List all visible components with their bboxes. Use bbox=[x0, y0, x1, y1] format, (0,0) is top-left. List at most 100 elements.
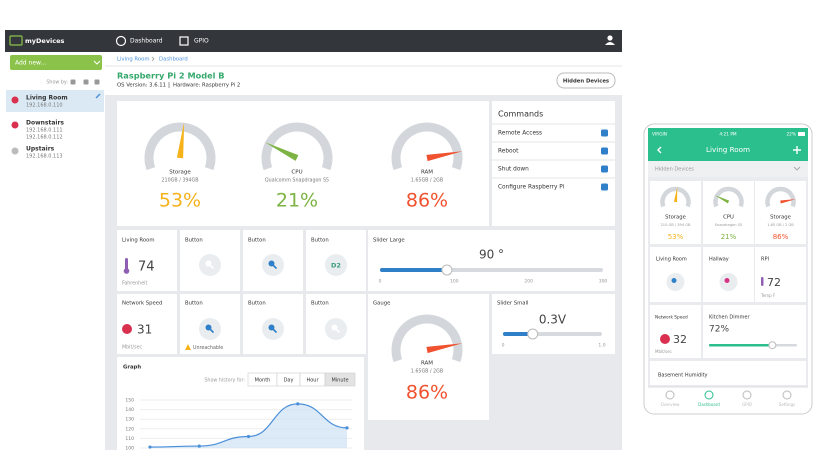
commands-title: Commands bbox=[498, 110, 543, 119]
y-tick-label: 140 bbox=[125, 407, 134, 413]
show-by-icon[interactable] bbox=[70, 79, 76, 85]
tile-value: 72 bbox=[767, 276, 781, 289]
tab-label[interactable]: GPIO bbox=[742, 402, 752, 407]
command-item[interactable]: Remote Access bbox=[498, 131, 542, 137]
device-ip: 192.168.0.111 bbox=[26, 128, 63, 134]
gauge-needle bbox=[426, 151, 463, 162]
dashboard-icon bbox=[115, 35, 127, 47]
nav-tab[interactable]: Dashboard bbox=[130, 38, 163, 45]
tab-icon[interactable] bbox=[782, 390, 792, 400]
range-tab[interactable] bbox=[324, 372, 356, 387]
gauge-label: CPU bbox=[723, 215, 734, 221]
gauge-detail: Qualcomm Snapdragon S5 bbox=[265, 178, 329, 184]
widget-title: Slider Small bbox=[497, 301, 529, 307]
brand-logo bbox=[9, 35, 23, 46]
phone-header bbox=[648, 128, 808, 161]
mobile-tile bbox=[650, 361, 806, 385]
tab-icon[interactable] bbox=[742, 390, 752, 400]
gauge-detail: 1.65 GB / 2 GB bbox=[767, 223, 794, 227]
hidden-label[interactable]: Hidden Devices bbox=[655, 167, 694, 173]
show-by-icon[interactable] bbox=[94, 79, 100, 85]
button-circle[interactable] bbox=[325, 254, 347, 276]
device-name[interactable]: Living Room bbox=[26, 95, 68, 102]
widget-title: Button bbox=[311, 238, 329, 244]
slider-large-card bbox=[368, 230, 615, 291]
slider-tick-label: 0 bbox=[379, 279, 382, 285]
add-new-label: Add new... bbox=[15, 60, 46, 67]
graph-line bbox=[149, 403, 348, 448]
dimmer-fill bbox=[709, 344, 773, 347]
slider-thumb[interactable] bbox=[527, 328, 539, 340]
thermometer-icon bbox=[125, 258, 128, 270]
tile-value: 32 bbox=[673, 333, 687, 346]
range-tab-label: Day bbox=[284, 378, 294, 384]
button-badge: D2 bbox=[331, 262, 341, 270]
command-icon[interactable] bbox=[601, 183, 608, 191]
show-by-icon[interactable] bbox=[83, 79, 89, 85]
tile-button-icon bbox=[671, 278, 677, 283]
slider-value: 0.3V bbox=[539, 313, 567, 327]
user-icon-head[interactable] bbox=[607, 35, 613, 41]
gauge-needle bbox=[780, 199, 796, 204]
add-new-button[interactable] bbox=[10, 55, 102, 70]
tab-label[interactable]: Dashboard bbox=[698, 402, 720, 407]
hidden-devices-label: Hidden Devices bbox=[563, 79, 609, 85]
brand: myDevices bbox=[25, 37, 65, 45]
command-icon[interactable] bbox=[601, 129, 608, 137]
gauge-needle bbox=[176, 122, 185, 159]
tab-label[interactable]: Overview bbox=[661, 402, 681, 407]
device-name[interactable]: Downstairs bbox=[26, 120, 64, 127]
command-item[interactable]: Configure Raspberry Pi bbox=[498, 185, 565, 191]
gauge-label: RAM bbox=[421, 170, 433, 176]
commands-card bbox=[492, 101, 615, 226]
slider-tick-label: 0 bbox=[502, 343, 505, 349]
tile-unit: Temp F bbox=[760, 293, 776, 298]
battery-icon bbox=[798, 132, 805, 136]
dimmer-thumb[interactable] bbox=[768, 341, 777, 350]
button-icon bbox=[272, 328, 278, 334]
thermometer-icon bbox=[761, 277, 764, 286]
breadcrumb-item[interactable]: Living Room bbox=[117, 57, 150, 63]
tile-title: Living Room bbox=[656, 257, 687, 263]
breadcrumb-item[interactable]: Dashboard bbox=[159, 57, 188, 63]
nav-tab[interactable]: GPIO bbox=[194, 38, 209, 45]
status-time: 4:21 PM bbox=[719, 132, 737, 138]
temperature-unit: Fahrenheit bbox=[122, 281, 147, 287]
back-button bbox=[657, 146, 662, 154]
device-os: OS Version: 3.6.11 bbox=[117, 83, 166, 89]
command-item[interactable]: Reboot bbox=[498, 149, 519, 155]
mobile-gauge-tile bbox=[703, 181, 754, 244]
widget-title: Button bbox=[185, 301, 203, 307]
gpio-icon bbox=[179, 36, 189, 46]
button-icon bbox=[209, 328, 215, 334]
range-tab-label: Minute bbox=[331, 378, 348, 384]
device-hardware: Hardware: Raspberry Pi 2 bbox=[173, 83, 240, 89]
y-tick-label: 150 bbox=[125, 398, 134, 404]
gauge-label: Storage bbox=[665, 215, 686, 221]
y-tick-label: 100 bbox=[125, 446, 134, 452]
history-label: Show history for: bbox=[204, 378, 245, 384]
hidden-caret bbox=[793, 166, 801, 171]
slider-fill bbox=[503, 332, 533, 336]
command-icon[interactable] bbox=[601, 165, 608, 173]
dimmer-value: 72% bbox=[709, 325, 729, 335]
tile-title: Kitchen Dimmer bbox=[709, 315, 750, 321]
slider-tick-label: 1.0 bbox=[598, 343, 605, 349]
widget-title: Button bbox=[248, 238, 266, 244]
user-icon-body bbox=[605, 42, 615, 45]
hidden-bar bbox=[648, 161, 808, 177]
tile-title: Basement Humidity bbox=[658, 373, 708, 379]
tab-icon[interactable] bbox=[704, 390, 714, 400]
command-icon[interactable] bbox=[601, 147, 608, 155]
tab-icon[interactable] bbox=[665, 390, 675, 400]
tab-label[interactable]: Settings bbox=[779, 402, 795, 407]
breadcrumb-separator bbox=[151, 56, 155, 62]
show-by-label: Show by: bbox=[46, 80, 68, 86]
temperature-value: 74 bbox=[138, 260, 155, 275]
command-item[interactable]: Shut down bbox=[498, 167, 529, 173]
hidden-devices-button[interactable] bbox=[556, 72, 616, 89]
range-tab-label: Month bbox=[255, 378, 271, 384]
slider-thumb[interactable] bbox=[441, 264, 453, 276]
device-name[interactable]: Upstairs bbox=[26, 146, 55, 153]
tile-title: RPI bbox=[761, 257, 769, 263]
